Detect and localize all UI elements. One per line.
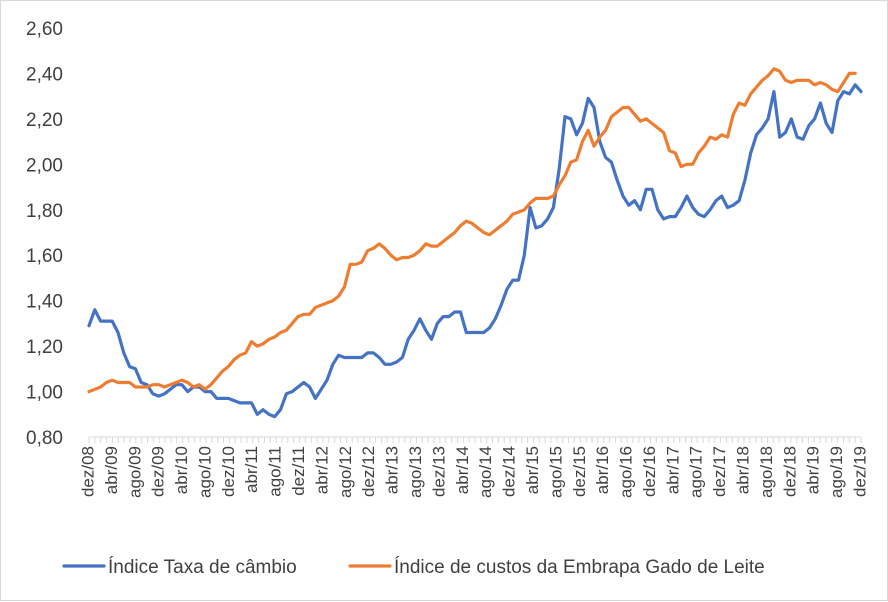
x-tick-label: ago/14 <box>476 446 495 498</box>
y-tick-label: 2,20 <box>26 110 63 131</box>
series-lines <box>87 67 863 419</box>
x-tick-label: ago/12 <box>336 446 355 498</box>
y-tick-label: 1,80 <box>26 201 63 222</box>
x-tick-label: abr/14 <box>453 446 472 494</box>
x-tick-label: abr/09 <box>102 446 121 494</box>
x-tick-label: ago/18 <box>757 446 776 498</box>
legend: Índice Taxa de câmbio Índice de custos da… <box>62 557 765 578</box>
x-tick-label: abr/17 <box>663 446 682 494</box>
y-tick-label: 2,40 <box>26 64 63 85</box>
x-tick-label: ago/15 <box>546 446 565 498</box>
x-tick-label: ago/17 <box>687 446 706 498</box>
y-tick-label: 1,40 <box>26 292 63 313</box>
x-tick-label: ago/19 <box>827 446 846 498</box>
y-tick-label: 1,00 <box>26 383 63 404</box>
y-tick-label: 1,60 <box>26 246 63 267</box>
legend-label-0: Índice Taxa de câmbio <box>108 557 297 578</box>
x-tick-label: dez/18 <box>780 446 799 497</box>
x-tick-label: dez/17 <box>710 446 729 497</box>
legend-label-1: Índice de custos da Embrapa Gado de Leit… <box>394 557 765 578</box>
x-tick-label: dez/19 <box>850 446 869 497</box>
x-tick-label: ago/13 <box>406 446 425 498</box>
y-axis: 0,80 1,00 1,20 1,40 1,60 1,80 2,00 2,20 2,40 2,60 <box>26 19 63 449</box>
y-tick-label: 2,00 <box>26 155 63 176</box>
x-tick-label: abr/18 <box>734 446 753 494</box>
x-tick-label: abr/19 <box>804 446 823 494</box>
x-axis: dez/08 abr/09 ago/09 dez/09 abr/10 ago/10 dez/… <box>78 436 869 498</box>
x-tick-label: ago/16 <box>617 446 636 498</box>
series-line-1 <box>87 67 857 394</box>
x-tick-label: dez/11 <box>289 446 308 496</box>
y-tick-label: 1,20 <box>26 337 63 358</box>
x-tick-label: dez/14 <box>500 446 519 497</box>
x-tick-label: abr/15 <box>523 446 542 494</box>
x-tick-label: dez/15 <box>570 446 589 497</box>
x-tick-label: abr/16 <box>593 446 612 494</box>
x-tick-label: ago/10 <box>195 446 214 498</box>
x-tick-label: abr/12 <box>312 446 331 494</box>
x-tick-label: dez/09 <box>149 446 168 497</box>
x-tick-label: dez/16 <box>640 446 659 497</box>
x-tick-label: dez/12 <box>359 446 378 497</box>
x-tick-label: ago/09 <box>125 446 144 498</box>
x-tick-label: dez/13 <box>429 446 448 497</box>
x-tick-label: abr/10 <box>172 446 191 494</box>
x-tick-label: ago/11 <box>266 446 285 497</box>
series-line-0 <box>87 83 863 419</box>
x-tick-label: abr/13 <box>383 446 402 494</box>
x-tick-label: dez/08 <box>78 446 97 497</box>
y-tick-label: 2,60 <box>26 19 63 40</box>
x-tick-label: abr/11 <box>242 446 261 493</box>
y-tick-label: 0,80 <box>26 428 63 449</box>
x-tick-label: dez/10 <box>219 446 238 497</box>
